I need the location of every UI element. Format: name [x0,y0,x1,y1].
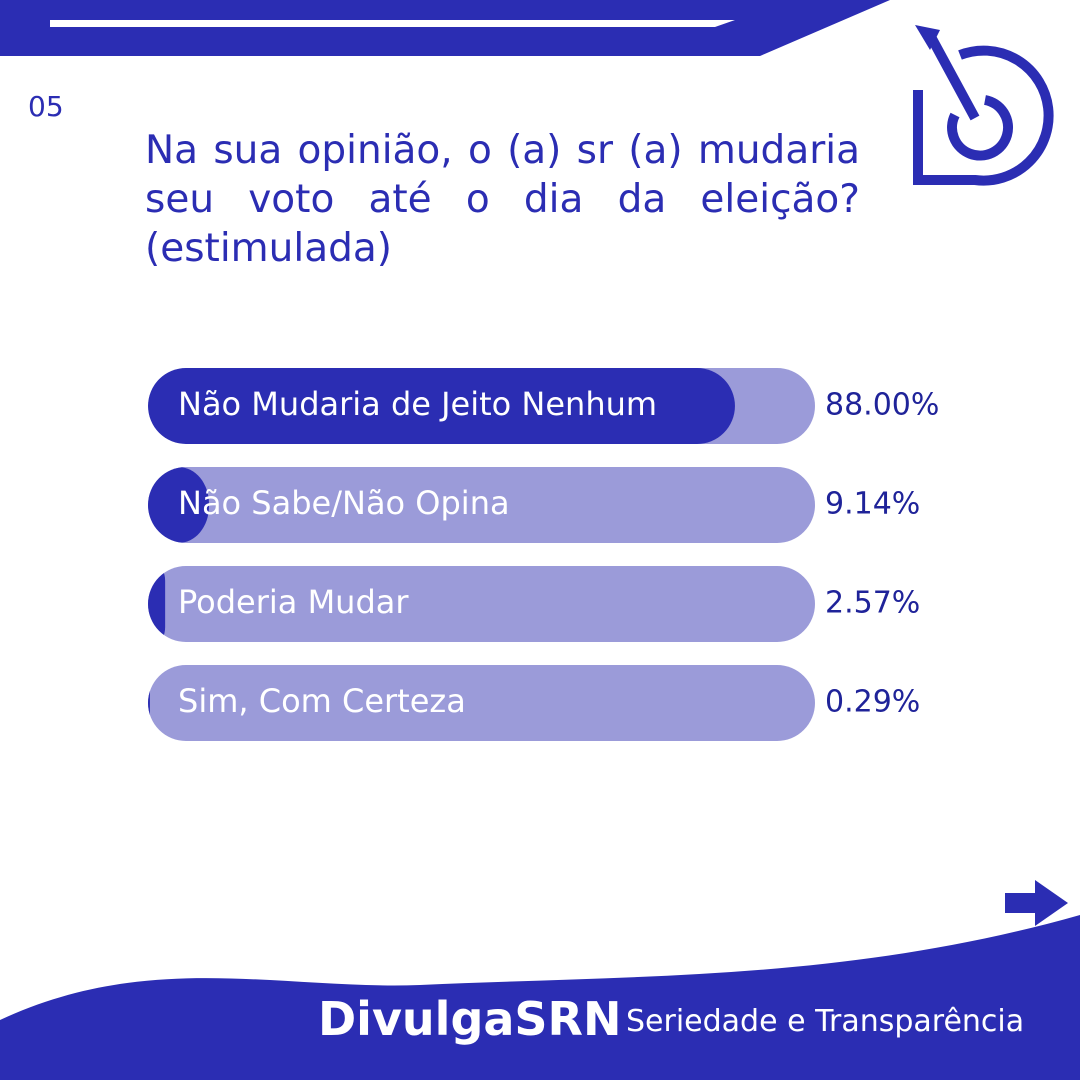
bar-track [148,665,815,741]
top-stripe [50,20,735,27]
bar [148,467,209,543]
brand: DivulgaSRN [318,992,622,1046]
logo-arrow [915,25,940,50]
tagline: Seriedade e Transparência [626,1004,1025,1039]
value-label: 9.14% [825,487,920,522]
category-label: Sim, Com Certeza [178,682,466,720]
bar-track [148,566,815,642]
top-band [0,0,890,56]
next-arrow [1005,880,1068,926]
value-label: 2.57% [825,586,920,621]
bar-track [148,467,815,543]
bar [148,368,735,444]
bar [148,665,150,741]
value-label: 88.00% [825,388,939,423]
page-number: 05 [28,90,64,123]
logo [913,32,1054,186]
category-label: Não Sabe/Não Opina [178,484,510,522]
chart-title: Na sua opinião, o (a) sr (a) mudaria seu… [145,128,860,271]
value-label: 0.29% [825,685,920,720]
category-label: Poderia Mudar [178,583,409,621]
bottom-wave [0,915,1080,1080]
bar [148,566,166,642]
category-label: Não Mudaria de Jeito Nenhum [178,385,657,423]
